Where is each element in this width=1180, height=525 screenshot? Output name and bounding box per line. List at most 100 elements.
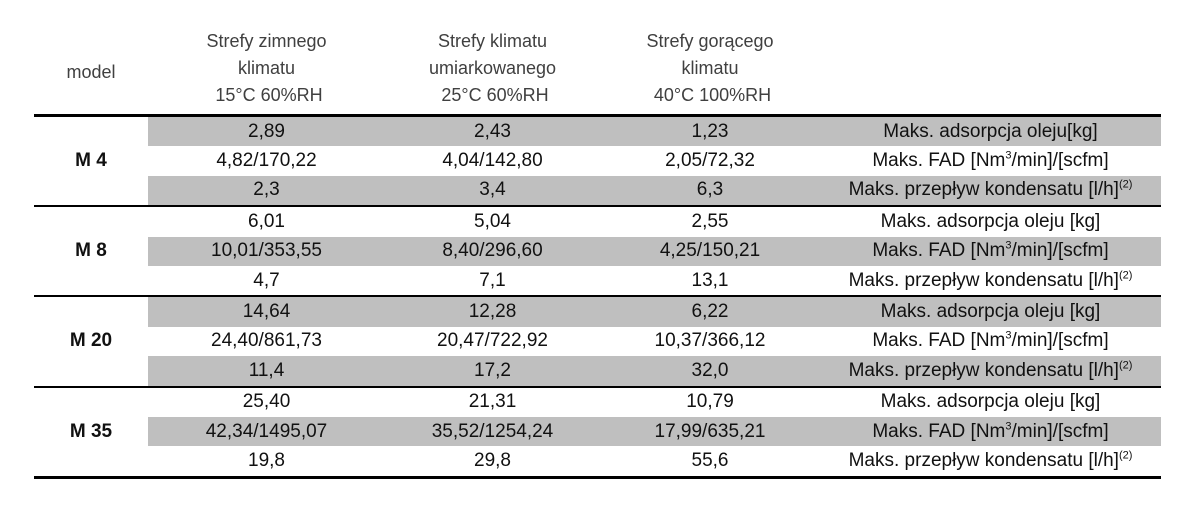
cold-value: 4,7 xyxy=(253,269,280,291)
cold-value: 25,40 xyxy=(242,391,291,413)
header-model: model xyxy=(34,28,148,116)
spec-table: model Strefy zimnego klimatu 15°C 60%RH … xyxy=(34,28,1161,479)
header-model-label: model xyxy=(66,61,116,82)
footnote-marker: (2) xyxy=(1118,449,1133,462)
model-name: M 4 xyxy=(75,150,107,172)
header-line: klimatu xyxy=(237,58,295,78)
header-hot-climate: Strefy gorącego klimatu 40°C 100%RH xyxy=(600,28,820,114)
label-superscript: 3 xyxy=(1005,239,1012,252)
temperate-value: 4,04/142,80 xyxy=(442,150,543,172)
label-text: Maks. FAD [Nm xyxy=(872,240,1006,262)
label-text: Maks. adsorpcja oleju [kg] xyxy=(880,210,1101,232)
model-group: M 35 25,40 21,31 10,79 Maks. adsorpcja oleju… xyxy=(34,388,1161,476)
label-text: /min]/[scfm] xyxy=(1011,240,1109,262)
table-row: 2,89 2,43 1,23 Maks. adsorpcja oleju[kg] xyxy=(148,117,1161,147)
group-separator xyxy=(34,295,1161,298)
model-name: M 35 xyxy=(69,420,113,442)
parameter-label: Maks. FAD [Nm3/min]/[scfm] xyxy=(820,421,1161,443)
temperate-value: 3,4 xyxy=(479,179,506,201)
table-body: M 4 2,89 2,43 1,23 Maks. adsorpcja oleju[kg]… xyxy=(34,117,1161,476)
table-row: 4,7 7,1 13,1 Maks. przepływ kondensatu [l/h… xyxy=(148,266,1161,295)
header-line: 15°C 60%RH xyxy=(210,85,323,105)
label-text: Maks. przepływ kondensatu [l/h] xyxy=(848,449,1119,471)
hot-value: 32,0 xyxy=(691,359,729,381)
parameter-label: Maks. FAD [Nm3/min]/[scfm] xyxy=(820,330,1161,352)
table-header: model Strefy zimnego klimatu 15°C 60%RH … xyxy=(34,28,1161,114)
model-group: M 8 6,01 5,04 2,55 Maks. adsorpcja oleju [kg… xyxy=(34,207,1161,295)
label-superscript: 3 xyxy=(1005,330,1012,343)
cold-value: 24,40/861,73 xyxy=(211,330,322,352)
label-text: Maks. FAD [Nm xyxy=(872,330,1006,352)
model-group: M 20 14,64 12,28 6,22 Maks. adsorpcja oleju … xyxy=(34,297,1161,386)
cold-value: 11,4 xyxy=(248,359,285,381)
model-name: M 20 xyxy=(69,330,113,352)
hot-value: 2,05/72,32 xyxy=(665,150,755,172)
label-text: Maks. adsorpcja oleju[kg] xyxy=(883,120,1098,142)
header-rule xyxy=(34,114,1161,117)
table-row: 6,01 5,04 2,55 Maks. adsorpcja oleju [kg] xyxy=(148,207,1161,236)
temperate-value: 35,52/1254,24 xyxy=(431,420,554,442)
cold-value: 2,3 xyxy=(253,179,280,201)
table-row: 11,4 17,2 32,0 Maks. przepływ kondensatu [l… xyxy=(148,356,1161,386)
label-superscript: 3 xyxy=(1005,149,1012,162)
temperate-value: 17,2 xyxy=(474,359,511,381)
table-row: 19,8 29,8 55,6 Maks. przepływ kondensatu [l… xyxy=(148,446,1161,475)
footnote-marker: (2) xyxy=(1118,359,1133,372)
label-text: /min]/[scfm] xyxy=(1011,150,1109,172)
hot-value: 55,6 xyxy=(691,449,729,471)
table-row: 24,40/861,73 20,47/722,92 10,37/366,12 Maks… xyxy=(148,327,1161,356)
parameter-label: Maks. adsorpcja oleju[kg] xyxy=(820,121,1161,143)
model-group: M 4 2,89 2,43 1,23 Maks. adsorpcja oleju[kg]… xyxy=(34,117,1161,206)
temperate-value: 20,47/722,92 xyxy=(437,330,548,352)
header-line: klimatu xyxy=(681,58,739,78)
parameter-label: Maks. przepływ kondensatu [l/h](2) xyxy=(820,270,1161,292)
table-row: 2,3 3,4 6,3 Maks. przepływ kondensatu [l/h]… xyxy=(148,175,1161,206)
hot-value: 17,99/635,21 xyxy=(654,420,766,442)
hot-value: 4,25/150,21 xyxy=(659,240,761,262)
hot-value: 10,37/366,12 xyxy=(654,330,766,352)
cold-value: 6,01 xyxy=(248,210,285,232)
cold-value: 4,82/170,22 xyxy=(216,150,317,172)
temperate-value: 7,1 xyxy=(479,269,506,291)
table-row: 10,01/353,55 8,40/296,60 4,25/150,21 Maks. … xyxy=(148,236,1161,266)
temperate-value: 5,04 xyxy=(474,210,511,232)
hot-value: 6,3 xyxy=(696,179,724,201)
label-text: /min]/[scfm] xyxy=(1011,420,1109,442)
model-name: M 8 xyxy=(75,240,107,262)
temperate-value: 2,43 xyxy=(474,120,511,142)
table-row: 4,82/170,22 4,04/142,80 2,05/72,32 Maks. FA… xyxy=(148,146,1161,175)
temperate-value: 8,40/296,60 xyxy=(442,240,543,262)
header-cold-climate: Strefy zimnego klimatu 15°C 60%RH xyxy=(148,28,385,114)
parameter-label: Maks. przepływ kondensatu [l/h](2) xyxy=(820,360,1161,382)
label-superscript: 3 xyxy=(1005,420,1012,433)
header-line: Strefy gorącego xyxy=(646,31,774,51)
header-line: 40°C 100%RH xyxy=(648,85,772,105)
table-row: 42,34/1495,07 35,52/1254,24 17,99/635,21 Ma… xyxy=(148,416,1161,447)
parameter-label: Maks. przepływ kondensatu [l/h](2) xyxy=(820,450,1161,472)
label-text: Maks. adsorpcja oleju [kg] xyxy=(880,391,1101,413)
hot-value: 1,23 xyxy=(691,120,729,142)
parameter-label: Maks. FAD [Nm3/min]/[scfm] xyxy=(820,240,1161,262)
header-line: umiarkowanego xyxy=(428,58,557,78)
cold-value: 2,89 xyxy=(248,120,285,142)
parameter-label: Maks. przepływ kondensatu [l/h](2) xyxy=(820,179,1161,201)
header-line: Strefy zimnego xyxy=(206,31,327,51)
label-text: Maks. przepływ kondensatu [l/h] xyxy=(848,179,1119,201)
cold-value: 10,01/353,55 xyxy=(211,240,322,262)
temperate-value: 12,28 xyxy=(468,301,517,323)
parameter-label: Maks. FAD [Nm3/min]/[scfm] xyxy=(820,150,1161,172)
temperate-value: 29,8 xyxy=(474,449,511,471)
parameter-label: Maks. adsorpcja oleju [kg] xyxy=(820,301,1161,323)
cold-value: 19,8 xyxy=(248,449,285,471)
label-text: Maks. FAD [Nm xyxy=(872,420,1006,442)
label-text: Maks. FAD [Nm xyxy=(872,150,1006,172)
header-temperate-climate: Strefy klimatu umiarkowanego 25°C 60%RH xyxy=(385,28,600,114)
header-line: 25°C 60%RH xyxy=(436,85,549,105)
parameter-label: Maks. adsorpcja oleju [kg] xyxy=(820,391,1161,413)
hot-value: 6,22 xyxy=(691,301,729,323)
header-line: Strefy klimatu xyxy=(437,31,548,51)
table-row: 25,40 21,31 10,79 Maks. adsorpcja oleju [kg… xyxy=(148,388,1161,417)
label-text: Maks. adsorpcja oleju [kg] xyxy=(880,301,1101,323)
label-text: Maks. przepływ kondensatu [l/h] xyxy=(848,269,1119,291)
hot-value: 10,79 xyxy=(686,391,734,413)
